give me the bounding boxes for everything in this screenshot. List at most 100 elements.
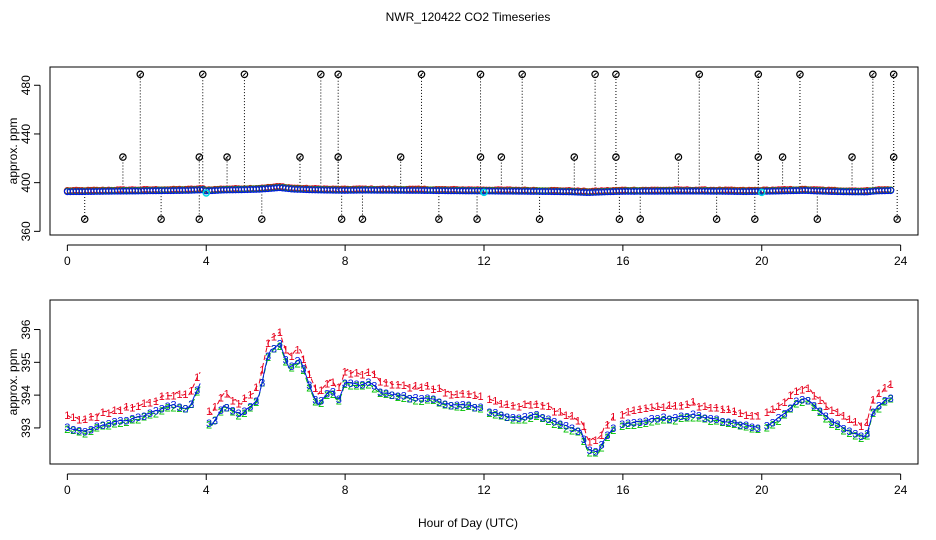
series-2-label: 2	[477, 403, 483, 415]
series-2-label: 2	[492, 410, 498, 422]
series-2-label: 2	[389, 390, 395, 402]
outlier-point	[751, 215, 759, 223]
series-1-label: 1	[135, 401, 141, 413]
series-3-label: 3	[840, 423, 846, 435]
series-1-label: 1	[764, 407, 770, 419]
series-1-label: 1	[454, 389, 460, 401]
series-3-label: 3	[82, 426, 88, 438]
series-3-label: 3	[876, 400, 882, 412]
series-1-label: 1	[643, 403, 649, 415]
series-3-label: 3	[194, 385, 200, 397]
outlier-mark	[478, 72, 483, 77]
series-2-label: 2	[587, 447, 593, 459]
series-3-line	[489, 411, 614, 453]
series-2-label: 2	[870, 408, 876, 420]
series-3-label: 3	[787, 403, 793, 415]
outlier-point	[674, 153, 683, 161]
outlier-mark	[537, 217, 542, 222]
series-2-label: 2	[823, 413, 829, 425]
outlier-circle	[198, 70, 207, 79]
series-1-label: 1	[888, 379, 894, 391]
series-2-label: 2	[129, 415, 135, 427]
outlier-circle	[612, 70, 620, 79]
outlier-mark	[437, 217, 441, 222]
series-1-label: 1	[141, 398, 147, 410]
series-3-label: 3	[625, 418, 631, 430]
outlier-circle	[334, 70, 342, 79]
outlier-point	[257, 215, 266, 223]
series-1-label: 1	[743, 410, 749, 422]
outlier-mark	[752, 217, 757, 222]
series-1-label: 1	[823, 401, 829, 413]
top-x-tick-label: 0	[64, 254, 71, 268]
series-2-label: 2	[575, 426, 581, 438]
series-3-label: 3	[678, 411, 684, 423]
series-1-label: 1	[383, 378, 389, 390]
outlier-point	[80, 215, 89, 223]
series-2-label: 2	[593, 448, 599, 460]
series-3-label: 3	[498, 410, 504, 422]
outlier-mark	[225, 155, 229, 159]
series-1-label: 1	[312, 383, 318, 395]
series-2-label: 2	[805, 396, 811, 408]
series-2-label: 2	[569, 425, 575, 437]
bottom-x-tick-label: 20	[755, 483, 769, 497]
series-1-label: 1	[631, 405, 637, 417]
bottom-y-tick-label: 394	[19, 385, 33, 405]
series-2-label: 2	[678, 413, 684, 425]
series-3-label: 3	[312, 394, 318, 406]
series-2-label: 2	[522, 414, 528, 426]
series-1-label: 1	[448, 389, 454, 401]
series-2-label: 2	[610, 425, 616, 437]
series-2-label: 2	[407, 393, 413, 405]
series-1-label: 1	[70, 412, 76, 424]
cyan-point	[480, 188, 488, 197]
outlier-point	[473, 215, 481, 223]
series-2-label: 2	[112, 419, 118, 431]
series-1-label: 1	[318, 385, 324, 397]
series-1-label: 1	[563, 410, 569, 422]
series-1-label: 1	[655, 401, 661, 413]
series-1-label: 1	[241, 393, 247, 405]
series-3-label: 3	[492, 408, 498, 420]
outlier-mark	[891, 72, 896, 77]
series-2-label: 2	[206, 419, 212, 431]
series-1-label: 1	[218, 392, 224, 404]
series-3-label: 3	[811, 401, 817, 413]
series-2-label: 2	[123, 417, 129, 429]
outlier-circle	[612, 153, 620, 161]
series-3-label: 3	[330, 387, 336, 399]
outlier-circle	[136, 70, 145, 79]
series-3-label: 3	[318, 395, 324, 407]
series-3-label: 3	[781, 408, 787, 420]
bottom-y-tick-label: 393	[19, 418, 33, 438]
outlier-point	[296, 153, 304, 161]
outlier-mark	[200, 72, 205, 77]
series-2-label: 2	[504, 412, 510, 424]
outlier-mark	[360, 217, 365, 222]
outlier-point	[636, 215, 645, 223]
series-1-label: 1	[377, 377, 383, 389]
series-3-label: 3	[649, 413, 655, 425]
outlier-circle	[476, 70, 485, 79]
series-1-label: 1	[235, 398, 241, 410]
series-1-label: 1	[336, 382, 342, 394]
outlier-point	[195, 215, 204, 223]
series-1-label: 1	[637, 404, 643, 416]
series-1-label: 1	[472, 390, 478, 402]
series-1-label: 1	[206, 406, 212, 418]
series-3-label: 3	[655, 414, 661, 426]
outlier-point	[869, 70, 877, 79]
series-2-label: 2	[714, 415, 720, 427]
series-2-label: 2	[330, 389, 336, 401]
outlier-circle	[497, 153, 506, 161]
series-2-label: 2	[348, 381, 354, 393]
series-3-label: 3	[407, 393, 413, 405]
outlier-point	[223, 153, 231, 161]
series-3-label: 3	[153, 405, 159, 417]
series-3-label: 3	[504, 412, 510, 424]
series-1-line	[208, 331, 481, 416]
series-1-label: 1	[787, 390, 793, 402]
series-1-label: 1	[510, 401, 516, 413]
